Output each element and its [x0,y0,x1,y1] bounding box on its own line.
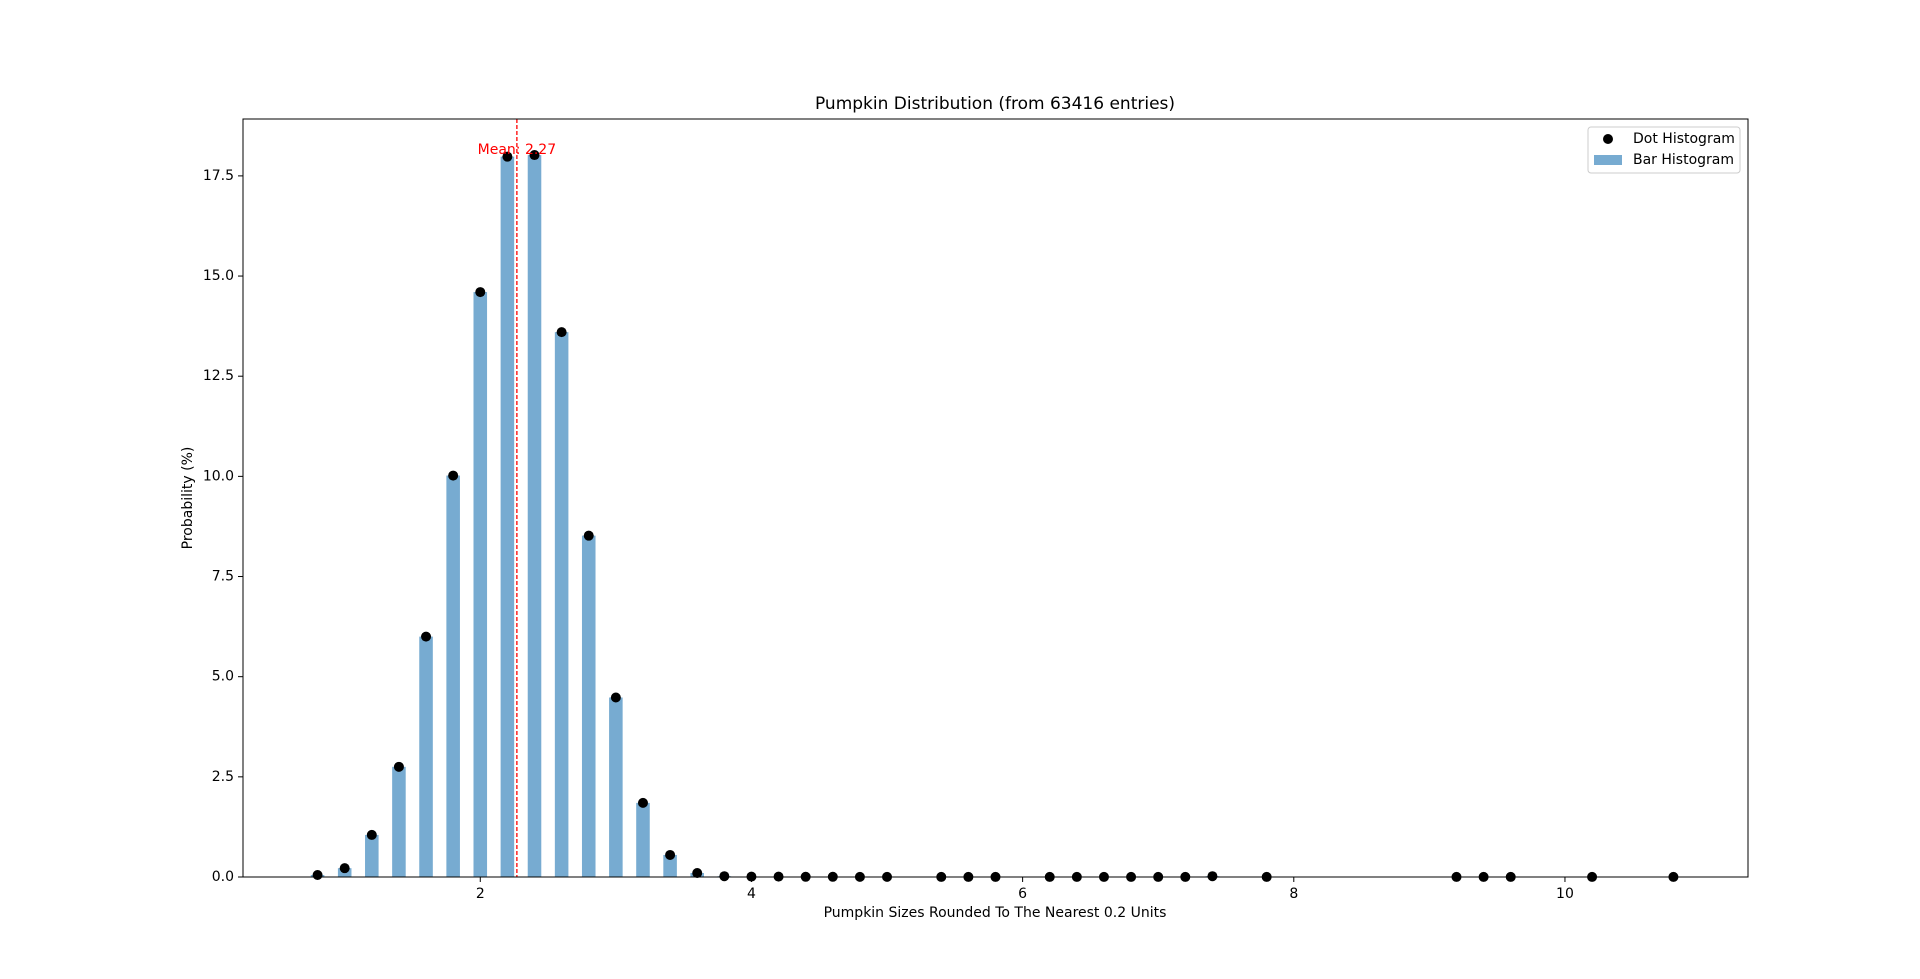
bar [582,536,596,877]
dot [719,871,729,881]
y-tick-label: 7.5 [212,569,234,585]
bar [446,476,460,877]
dot [584,531,594,541]
bar [473,292,487,877]
dot [665,850,675,860]
x-tick-label: 4 [747,886,756,902]
x-tick-label: 8 [1289,886,1298,902]
y-tick-label: 12.5 [203,368,234,384]
bar [419,637,433,877]
bar [528,155,542,877]
y-tick-label: 17.5 [203,168,234,184]
dot [692,868,702,878]
dot [394,762,404,772]
dot [638,798,648,808]
bar [609,698,623,877]
legend-marker [1603,134,1613,144]
dot [475,287,485,297]
y-axis-label: Probability (%) [180,447,196,550]
mean-label: Mean: 2.27 [478,142,556,158]
dot [1207,871,1217,881]
dot [448,471,458,481]
dot [421,632,431,642]
legend-label: Bar Histogram [1633,152,1734,168]
y-tick-label: 5.0 [212,669,234,685]
bar [501,157,515,877]
x-tick-label: 2 [476,886,485,902]
bar [365,835,379,877]
x-axis-label: Pumpkin Sizes Rounded To The Nearest 0.2… [824,905,1167,921]
bar [392,767,406,877]
bar [636,803,650,877]
y-tick-label: 15.0 [203,268,234,284]
dot [557,327,567,337]
dot [340,863,350,873]
chart-title: Pumpkin Distribution (from 63416 entries… [815,94,1175,114]
y-tick-label: 0.0 [212,869,234,885]
x-tick-label: 6 [1018,886,1027,902]
bar [555,332,569,877]
plot-frame [243,119,1748,877]
dot [313,870,323,880]
legend-marker [1594,155,1622,165]
y-tick-label: 10.0 [203,468,234,484]
y-tick-label: 2.5 [212,769,234,785]
x-tick-label: 10 [1556,886,1574,902]
dot [611,693,621,703]
legend-label: Dot Histogram [1633,131,1735,147]
dot [367,830,377,840]
